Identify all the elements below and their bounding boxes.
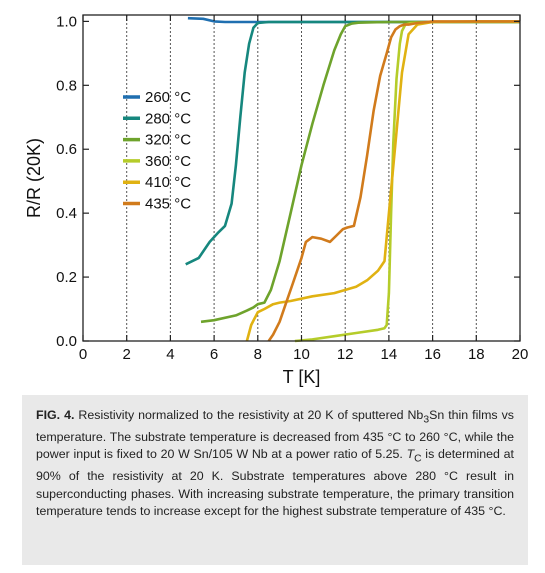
x-tick-label: 18 [468,346,485,363]
caption-fig-label: FIG. 4. [36,408,75,422]
legend-label: 435 °C [145,196,191,213]
x-tick-label: 10 [293,346,310,363]
legend-label: 320 °C [145,132,191,149]
series-line [267,20,520,342]
legend-label: 280 °C [145,110,191,127]
y-tick-label: 0.2 [56,269,77,286]
legend: 260 °C 280 °C 320 °C 360 °C 410 °C 435 °C [123,89,191,213]
caption-text-3: is determined at 90% of the resistivity … [36,447,514,519]
caption-subscript: 3 [423,414,430,426]
x-tick-label: 12 [337,346,354,363]
y-tick-label: 0.8 [56,77,77,94]
x-tick-label: 14 [381,346,398,363]
legend-label: 360 °C [145,153,191,170]
x-axis-label: T [K] [283,367,321,387]
series-line [185,20,520,266]
x-tick-label: 2 [123,346,131,363]
y-tick-label: 0.6 [56,141,77,158]
y-axis-label: R/R (20K) [24,138,44,218]
figure-caption: FIG. 4. Resistivity normalized to the re… [22,395,528,565]
chart-svg: 0 2 4 6 8 10 12 14 16 18 20 0.0 0.2 0.4 0.6 0.8 1.0 260 … [24,13,528,387]
x-tick-label: 16 [424,346,441,363]
y-tick-label: 1.0 [56,13,77,30]
legend-label: 260 °C [145,89,191,106]
x-tick-label: 4 [166,346,174,363]
series-line [200,20,520,324]
x-tick-label: 0 [79,346,87,363]
series-line [245,20,520,342]
x-tick-label: 8 [254,346,262,363]
x-tick-label: 6 [210,346,218,363]
chart: 0 2 4 6 8 10 12 14 16 18 20 0.0 0.2 0.4 0.6 0.8 1.0 260 … [24,13,528,387]
x-tick-label: 20 [512,346,529,363]
legend-label: 410 °C [145,174,191,191]
series-layer [185,16,520,343]
caption-tc-symbol: T [406,447,415,462]
y-tick-label: 0.4 [56,205,77,222]
caption-tc-subscript: C [414,453,422,465]
ticks-layer: 0 2 4 6 8 10 12 14 16 18 20 0.0 0.2 0.4 0.6 0.8 1.0 [56,13,528,363]
y-tick-label: 0.0 [56,333,77,350]
caption-text-2: Sn thin films vs temperature. The substr… [36,408,514,462]
caption-text-1: Resistivity normalized to the resistivit… [74,408,424,422]
